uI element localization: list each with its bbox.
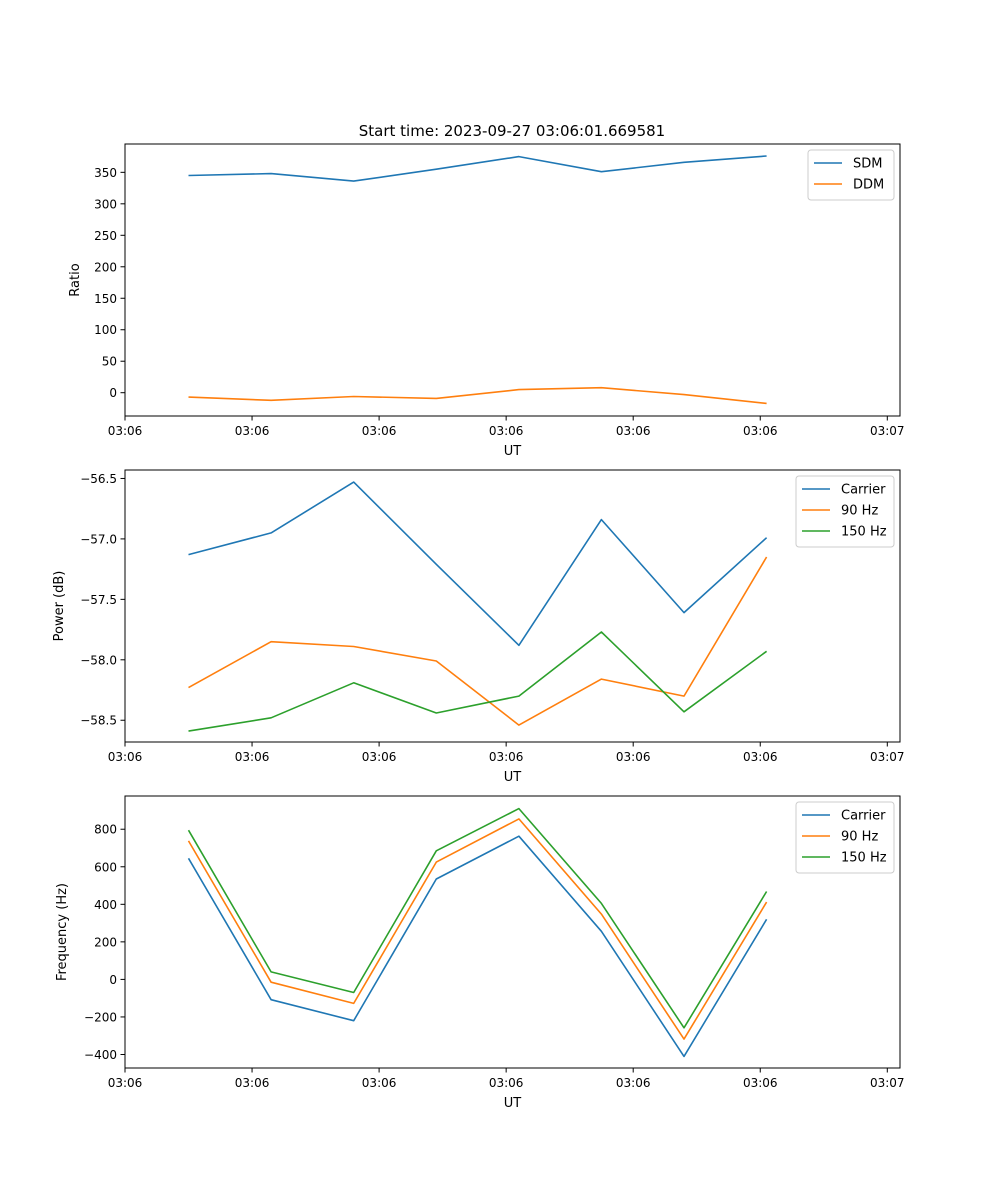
charts: 03:06 03:06 03:06 03:06 03:06 03:06 03:07 0 50 10…	[52, 143, 905, 1111]
chart-3: 03:06 03:06 03:06 03:06 03:06 03:06 03:07 −400 −…	[55, 795, 905, 1111]
x-tick-label: 03:06	[362, 1076, 397, 1090]
x-tick-label: 03:06	[235, 1076, 270, 1090]
x-tick-label: 03:06	[489, 750, 524, 764]
plot-frame	[124, 469, 901, 743]
series-line-90-hz	[188, 556, 768, 726]
legend-label-150-hz: 150 Hz	[841, 525, 887, 540]
x-tick-label: 03:06	[489, 1076, 524, 1090]
legend-label-carrier: Carrier	[841, 483, 886, 498]
chart-1: 03:06 03:06 03:06 03:06 03:06 03:06 03:07 0 50 10…	[68, 143, 905, 459]
y-tick-label: −56.5	[80, 472, 117, 486]
x-tick-label: 03:07	[870, 1076, 905, 1090]
x-axis-label: UT	[504, 770, 522, 785]
x-tick-label: 03:06	[235, 750, 270, 764]
x-tick-label: 03:06	[489, 424, 524, 438]
series-line-carrier	[187, 835, 768, 1058]
chart-2: 03:06 03:06 03:06 03:06 03:06 03:06 03:07 −58.5…	[52, 469, 905, 785]
x-tick-label: 03:06	[235, 424, 270, 438]
y-tick-label: −58.5	[80, 714, 117, 728]
y-tick-label: 0	[109, 973, 117, 987]
y-tick-label: 150	[94, 292, 117, 306]
figure-title: Start time: 2023-09-27 03:06:01.669581	[359, 122, 665, 140]
series-line-150-hz	[188, 631, 768, 732]
y-axis-label: Frequency (Hz)	[55, 883, 70, 981]
y-tick-label: 600	[94, 860, 117, 874]
x-tick-label: 03:06	[362, 424, 397, 438]
y-tick-label: 350	[94, 166, 117, 180]
legend-label-sdm: SDM	[853, 157, 882, 172]
y-tick-label: 400	[94, 898, 117, 912]
x-tick-label: 03:06	[616, 424, 651, 438]
y-axis-label: Power (dB)	[52, 571, 67, 642]
plot-frame	[124, 795, 901, 1069]
x-axis-label: UT	[504, 1096, 522, 1111]
x-tick-label: 03:07	[870, 750, 905, 764]
y-tick-label: 300	[94, 197, 117, 211]
series-line-ddm	[188, 386, 767, 405]
legend: SDM DDM	[807, 149, 895, 201]
y-tick-label: 800	[94, 823, 117, 837]
legend-label-150-hz: 150 Hz	[841, 851, 887, 866]
y-tick-label: 200	[94, 935, 117, 949]
legend-box	[795, 801, 895, 874]
legend-label-ddm: DDM	[853, 178, 884, 193]
y-tick-label: 0	[109, 386, 117, 400]
legend-label-90-hz: 90 Hz	[841, 504, 878, 519]
series-line-90-hz	[187, 818, 768, 1040]
y-tick-label: −57.0	[80, 532, 117, 546]
x-tick-label: 03:06	[108, 424, 143, 438]
x-tick-label: 03:06	[616, 1076, 651, 1090]
y-tick-label: 250	[94, 229, 117, 243]
series-line-sdm	[188, 155, 767, 182]
y-tick-label: 200	[94, 260, 117, 274]
legend-box	[795, 475, 895, 548]
y-tick-label: −57.5	[80, 593, 117, 607]
x-tick-label: 03:06	[743, 424, 778, 438]
y-tick-label: −200	[84, 1010, 117, 1024]
y-axis-label: Ratio	[68, 263, 83, 296]
y-tick-label: 100	[94, 323, 117, 337]
x-tick-label: 03:06	[743, 750, 778, 764]
x-tick-label: 03:07	[870, 424, 905, 438]
x-tick-label: 03:06	[616, 750, 651, 764]
series-line-carrier	[188, 481, 768, 647]
legend: Carrier 90 Hz 150 Hz	[795, 475, 895, 548]
series-line-150-hz	[187, 807, 768, 1029]
plot-frame	[124, 143, 901, 417]
y-tick-label: −58.0	[80, 653, 117, 667]
y-tick-label: −400	[84, 1048, 117, 1062]
legend: Carrier 90 Hz 150 Hz	[795, 801, 895, 874]
x-tick-label: 03:06	[362, 750, 397, 764]
legend-label-90-hz: 90 Hz	[841, 830, 878, 845]
legend-label-carrier: Carrier	[841, 809, 886, 824]
x-axis-label: UT	[504, 444, 522, 459]
y-tick-label: 50	[102, 355, 117, 369]
x-tick-label: 03:06	[108, 750, 143, 764]
x-tick-label: 03:06	[743, 1076, 778, 1090]
x-tick-label: 03:06	[108, 1076, 143, 1090]
